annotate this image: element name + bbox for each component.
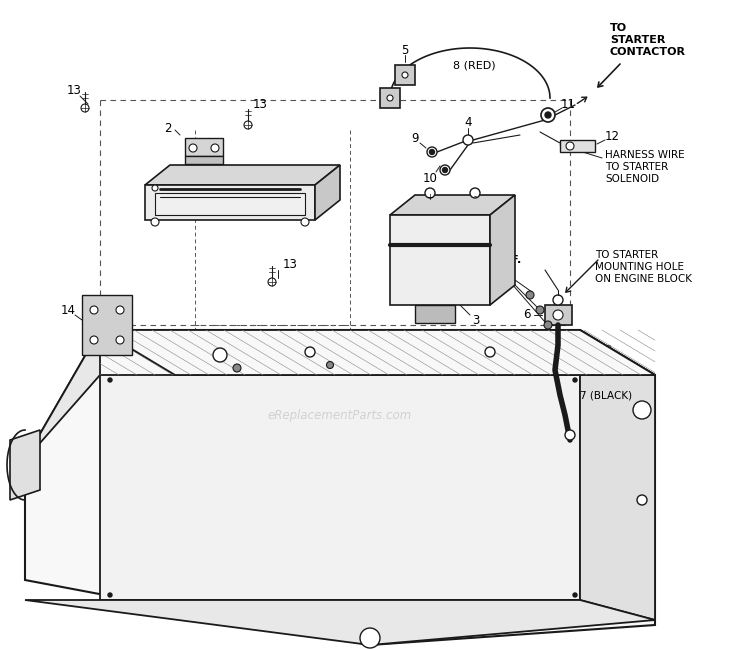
Polygon shape: [395, 65, 415, 85]
Circle shape: [233, 364, 241, 372]
Text: MOUNTING HOLE: MOUNTING HOLE: [595, 262, 684, 272]
Polygon shape: [100, 375, 580, 600]
Polygon shape: [145, 165, 340, 185]
Polygon shape: [25, 330, 100, 460]
Polygon shape: [390, 195, 515, 215]
Circle shape: [425, 188, 435, 198]
Polygon shape: [545, 305, 572, 325]
Circle shape: [637, 495, 647, 505]
Circle shape: [463, 135, 473, 145]
Polygon shape: [145, 185, 315, 220]
Circle shape: [90, 336, 98, 344]
Circle shape: [573, 378, 577, 382]
Circle shape: [360, 628, 380, 648]
Text: 6: 6: [524, 308, 531, 321]
Circle shape: [402, 72, 408, 78]
Polygon shape: [82, 295, 132, 355]
Polygon shape: [380, 88, 400, 108]
Circle shape: [470, 188, 480, 198]
Text: TO STARTER: TO STARTER: [595, 250, 658, 260]
Text: 11: 11: [560, 99, 575, 112]
Text: 13: 13: [253, 99, 268, 112]
Text: HARNESS WIRE: HARNESS WIRE: [605, 150, 685, 160]
Circle shape: [116, 336, 124, 344]
Circle shape: [440, 165, 450, 175]
Polygon shape: [185, 156, 223, 164]
Text: eReplacementParts.com: eReplacementParts.com: [268, 408, 413, 421]
Circle shape: [541, 108, 555, 122]
Polygon shape: [155, 193, 305, 215]
Polygon shape: [315, 165, 340, 220]
Text: 5: 5: [401, 43, 409, 56]
Text: REF.: REF.: [495, 255, 521, 265]
Circle shape: [152, 185, 158, 191]
Circle shape: [108, 593, 112, 597]
Text: 12: 12: [604, 130, 619, 143]
Text: 10: 10: [422, 171, 437, 184]
Text: 7 (BLACK): 7 (BLACK): [580, 390, 632, 400]
Text: -: -: [473, 193, 476, 201]
Polygon shape: [490, 195, 515, 305]
Polygon shape: [100, 330, 655, 375]
Text: 14: 14: [61, 304, 76, 317]
Text: 3: 3: [472, 313, 480, 326]
Text: 13: 13: [67, 84, 82, 97]
Text: ON ENGINE BLOCK: ON ENGINE BLOCK: [595, 274, 692, 284]
Text: +: +: [427, 193, 433, 201]
Polygon shape: [390, 215, 490, 305]
Circle shape: [565, 430, 575, 440]
Text: 8 (RED): 8 (RED): [453, 60, 496, 70]
Text: SOLENOID: SOLENOID: [605, 174, 659, 184]
Circle shape: [108, 378, 112, 382]
Circle shape: [151, 218, 159, 226]
Text: STARTER: STARTER: [610, 35, 665, 45]
Polygon shape: [415, 305, 455, 323]
Circle shape: [553, 295, 563, 305]
Circle shape: [430, 149, 434, 154]
Circle shape: [189, 144, 197, 152]
Circle shape: [526, 291, 534, 299]
Circle shape: [326, 361, 334, 369]
Circle shape: [90, 306, 98, 314]
Circle shape: [211, 144, 219, 152]
Text: 4: 4: [464, 116, 472, 129]
Polygon shape: [25, 600, 655, 645]
Text: 13: 13: [283, 258, 298, 271]
Polygon shape: [10, 430, 40, 500]
Circle shape: [536, 306, 544, 314]
Text: CONTACTOR: CONTACTOR: [610, 47, 686, 57]
Circle shape: [81, 104, 89, 112]
Polygon shape: [560, 140, 595, 152]
Circle shape: [566, 142, 574, 150]
Text: 2: 2: [164, 121, 172, 134]
Text: 9: 9: [411, 132, 419, 145]
Polygon shape: [100, 330, 655, 375]
Circle shape: [427, 147, 437, 157]
Circle shape: [573, 593, 577, 597]
Polygon shape: [100, 330, 655, 375]
Circle shape: [544, 321, 552, 329]
Circle shape: [305, 347, 315, 357]
Circle shape: [485, 347, 495, 357]
Circle shape: [553, 310, 563, 320]
Text: 1: 1: [314, 175, 322, 188]
Circle shape: [301, 218, 309, 226]
Text: TO STARTER: TO STARTER: [605, 162, 668, 172]
Polygon shape: [25, 330, 655, 645]
Circle shape: [116, 306, 124, 314]
Circle shape: [545, 112, 551, 118]
Circle shape: [213, 348, 227, 362]
Circle shape: [442, 167, 448, 173]
Circle shape: [633, 401, 651, 419]
Polygon shape: [185, 138, 223, 156]
Circle shape: [268, 278, 276, 286]
Circle shape: [244, 121, 252, 129]
Text: TO: TO: [610, 23, 627, 33]
Circle shape: [387, 95, 393, 101]
Polygon shape: [580, 375, 655, 620]
